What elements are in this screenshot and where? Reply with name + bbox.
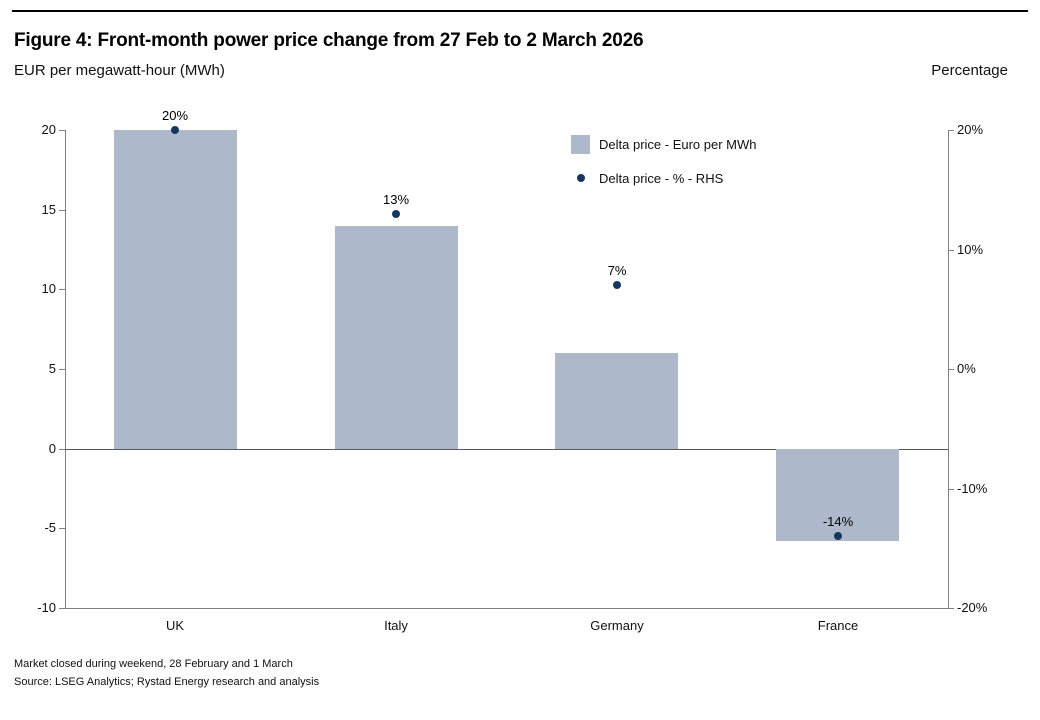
pct-label-France: -14%: [822, 514, 854, 529]
dot-series-swatch: [571, 174, 590, 182]
legend-item-bar: Delta price - Euro per MWh: [571, 134, 757, 154]
left-axis-tick: [59, 369, 65, 370]
left-axis-tick: [59, 210, 65, 211]
left-axis-tick: [59, 608, 65, 609]
legend-item-dot: Delta price - % - RHS: [571, 168, 757, 188]
top-rule: [12, 10, 1028, 12]
right-axis-tick-label: 20%: [957, 122, 984, 137]
pct-label-Italy: 13%: [382, 192, 410, 207]
pct-dot-Italy: [392, 210, 400, 218]
left-axis-tick-label: 5: [48, 361, 56, 376]
right-axis-tick-label: -20%: [957, 600, 988, 615]
legend-label-dot: Delta price - % - RHS: [599, 170, 724, 186]
right-axis-tick-label: 0%: [957, 361, 976, 376]
left-axis-tick-label: -10: [37, 600, 56, 615]
bar-Germany: [555, 353, 678, 449]
bar-UK: [114, 130, 237, 449]
bar-Italy: [335, 226, 458, 449]
footnote-market-note: Market closed during weekend, 28 Februar…: [14, 658, 293, 670]
category-label-UK: UK: [165, 618, 185, 633]
pct-label-UK: 20%: [161, 108, 189, 123]
right-axis-tick: [948, 130, 954, 131]
right-axis-title: Percentage: [931, 62, 1008, 79]
right-axis-tick: [948, 489, 954, 490]
dot-marker-icon: [576, 174, 585, 182]
left-axis-tick-label: 0: [48, 441, 56, 456]
right-axis-tick-label: 10%: [957, 242, 984, 257]
plot-baseline: [65, 608, 948, 609]
chart-legend: Delta price - Euro per MWh Delta price -…: [571, 134, 757, 202]
left-axis-tick-label: 15: [41, 202, 56, 217]
left-axis-tick-label: 20: [41, 122, 56, 137]
left-axis-tick-label: 10: [41, 281, 56, 296]
legend-label-bar: Delta price - Euro per MWh: [599, 136, 757, 152]
pct-dot-Germany: [613, 281, 621, 289]
left-axis-tick: [59, 130, 65, 131]
right-axis-tick: [948, 608, 954, 609]
right-axis-tick-label: -10%: [957, 481, 988, 496]
left-axis-title: EUR per megawatt-hour (MWh): [14, 62, 225, 79]
category-label-France: France: [817, 618, 859, 633]
left-axis-tick: [59, 449, 65, 450]
y-axis-left: [65, 130, 66, 608]
left-axis-tick: [59, 528, 65, 529]
pct-label-Germany: 7%: [607, 263, 627, 278]
left-axis-tick: [59, 289, 65, 290]
bar-France: [776, 449, 899, 541]
category-label-Germany: Germany: [590, 618, 644, 633]
pct-dot-UK: [171, 126, 179, 134]
zero-gridline: [65, 449, 948, 450]
pct-dot-France: [834, 532, 842, 540]
left-axis-tick-label: -5: [44, 520, 56, 535]
figure-title: Figure 4: Front-month power price change…: [14, 30, 644, 51]
right-axis-tick: [948, 250, 954, 251]
right-axis-tick: [948, 369, 954, 370]
category-label-Italy: Italy: [384, 618, 408, 633]
bar-series-swatch: [571, 134, 590, 154]
footnote-source: Source: LSEG Analytics; Rystad Energy re…: [14, 676, 320, 688]
